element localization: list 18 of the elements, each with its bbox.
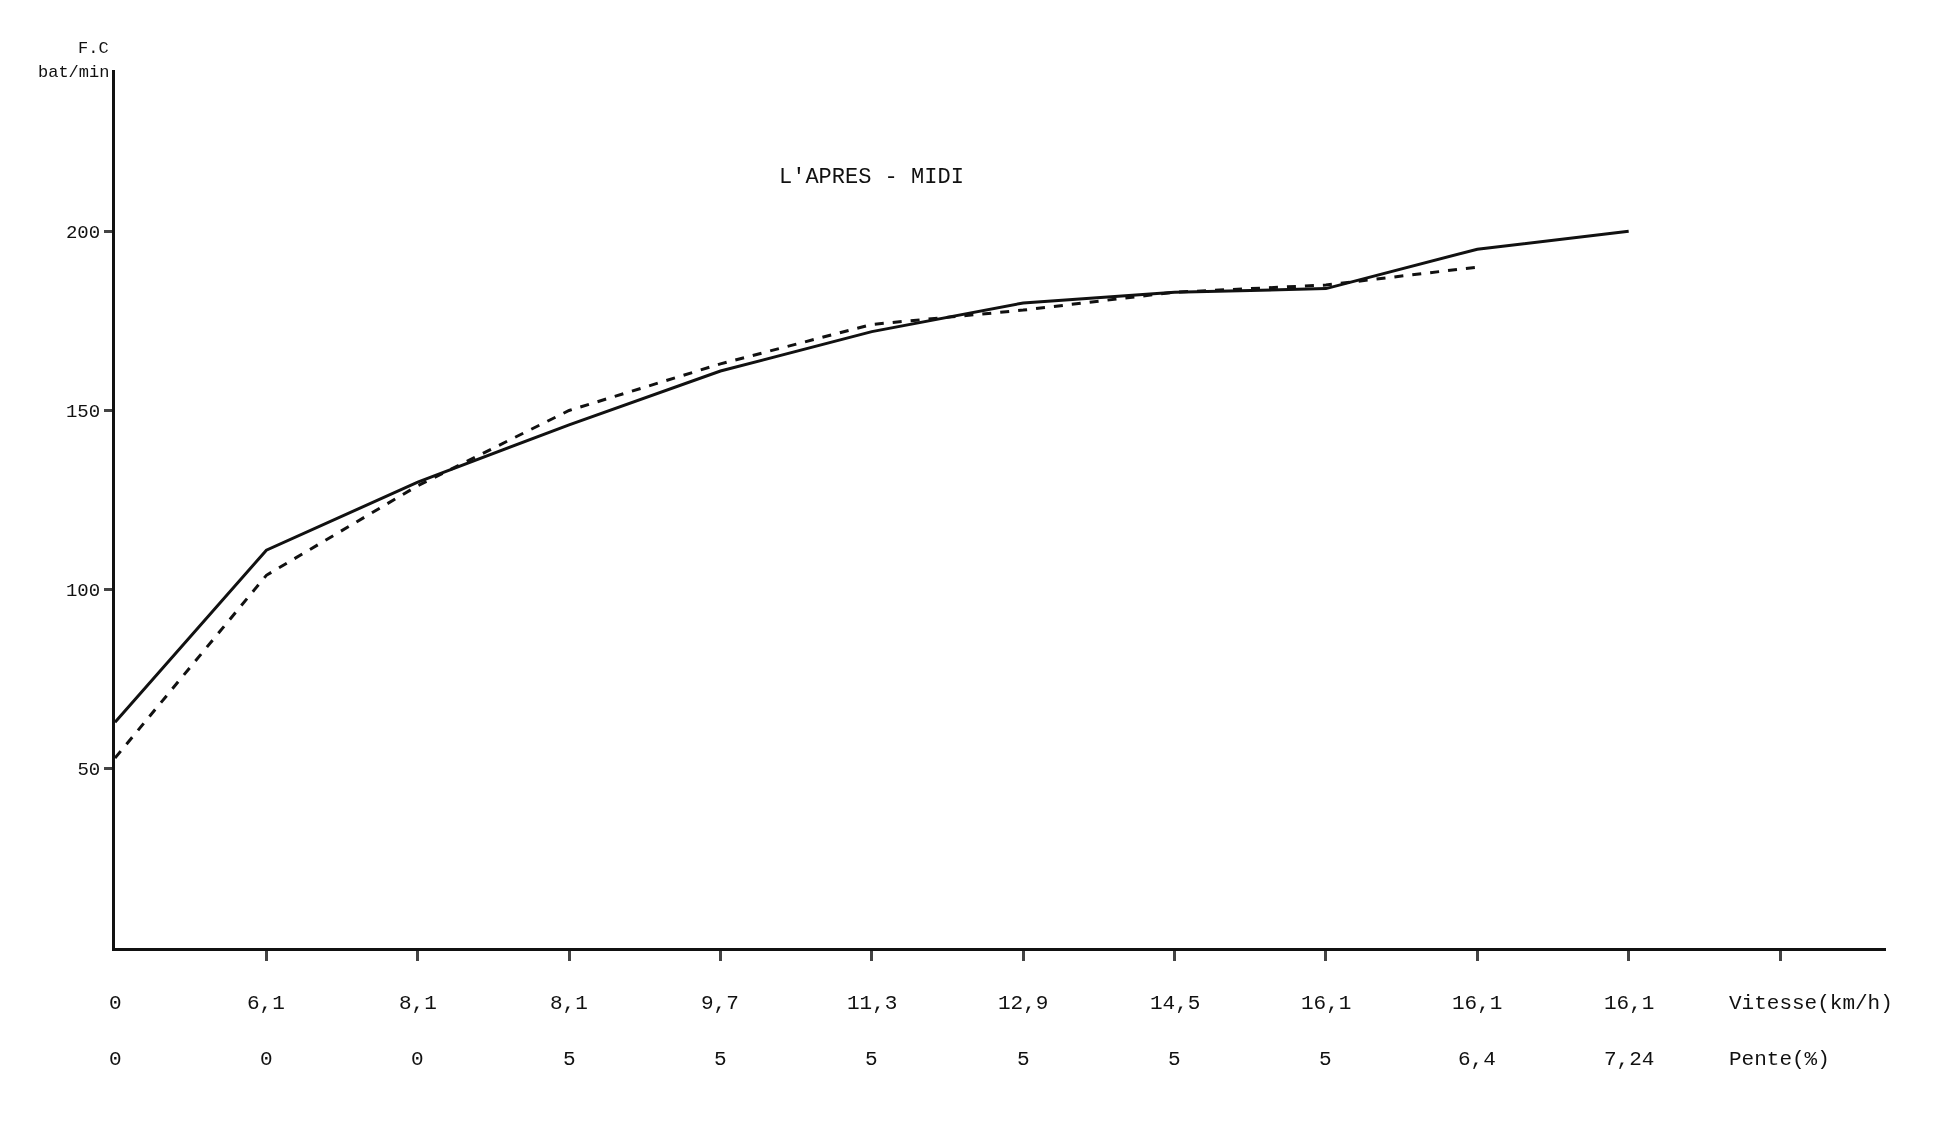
category-label: 11,3 5	[847, 992, 898, 1071]
category-label: 12,9 5	[998, 992, 1049, 1071]
category-label: 16,1 5	[1301, 992, 1352, 1071]
category-label: 6,1 0	[247, 992, 285, 1071]
text: L'APRES - MIDI	[779, 165, 964, 190]
y-tick-label: 150	[65, 401, 101, 424]
y-tick-label: 100	[65, 580, 101, 603]
category-label: 8,1 5	[550, 992, 588, 1071]
category-label: 8,1 0	[399, 992, 437, 1071]
category-label: 9,7 5	[701, 992, 739, 1071]
y-tick-label: 50	[77, 759, 101, 782]
category-label: 14,5 5	[1150, 992, 1201, 1071]
category-label: 16,1 6,4	[1452, 992, 1503, 1071]
y-axis-title: F.C bat/min	[38, 39, 110, 82]
y-tick-label: 200	[65, 221, 101, 244]
text: Vitesse(km/h) Pente(%)	[1729, 992, 1893, 1071]
category-label: 16,1 7,24	[1604, 992, 1655, 1071]
category-label: 0 0	[109, 992, 122, 1071]
